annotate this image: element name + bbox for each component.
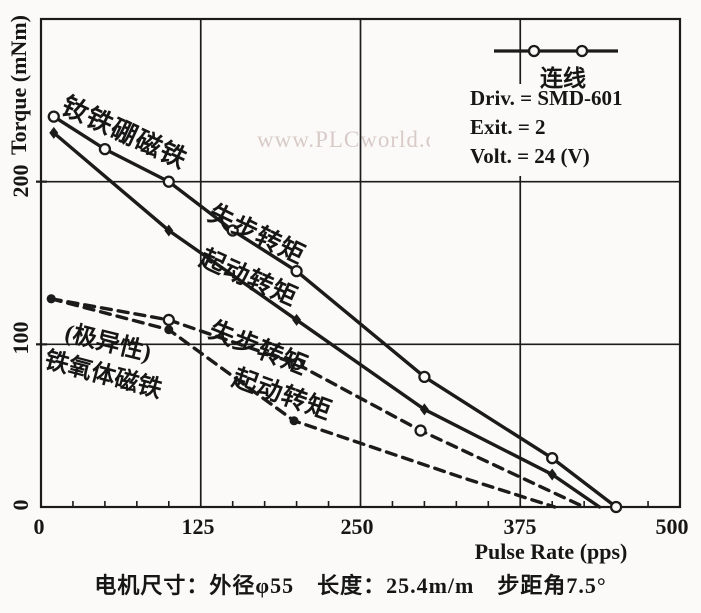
legend-row-driver: Driv. = SMD-601: [470, 86, 623, 110]
x-axis-title: Pulse Rate (pps): [474, 539, 628, 564]
x-tick-250: 250: [340, 514, 374, 539]
x-tick-375: 375: [503, 514, 537, 539]
x-tick-0: 0: [33, 514, 45, 539]
legend-line-label: 连线: [540, 66, 586, 91]
figure-caption: 电机尺寸：外径φ55 长度：25.4m/m 步距角7.5°: [94, 573, 607, 598]
watermark-text: www.PLCworld.cn: [257, 127, 450, 152]
x-tick-500: 500: [655, 514, 689, 539]
y-tick-200: 200: [8, 164, 33, 198]
legend-row-voltage: Volt. = 24 (V): [470, 144, 590, 168]
legend-box: Driv. = SMD-601 Exit. = 2 Volt. = 24 (V): [430, 84, 672, 176]
y-tick-0: 0: [8, 499, 33, 511]
y-tick-100: 100: [8, 321, 33, 355]
legend-row-exit: Exit. = 2: [470, 115, 546, 139]
x-tick-125: 125: [181, 514, 215, 539]
y-axis-title: Torque (mNm): [6, 15, 31, 155]
